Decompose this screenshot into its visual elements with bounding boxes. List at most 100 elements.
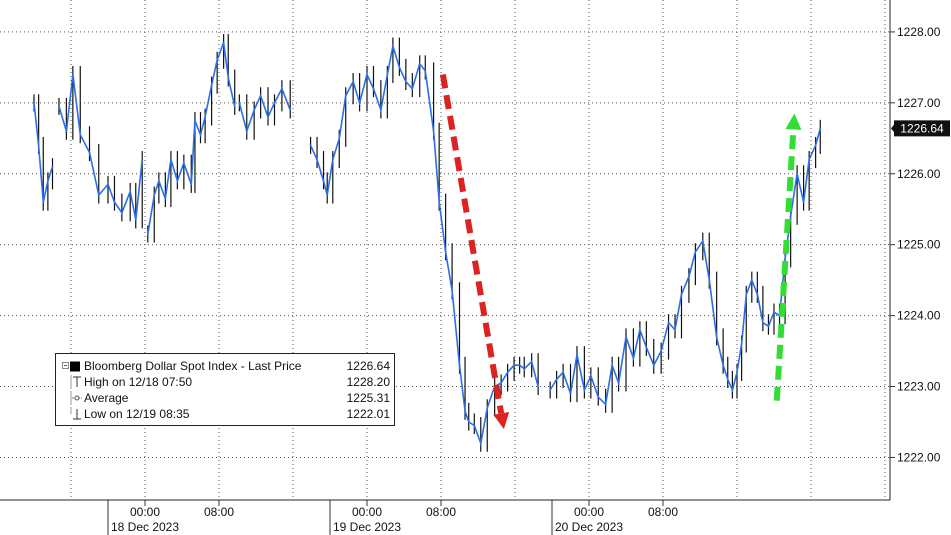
data-point xyxy=(740,343,743,345)
data-point xyxy=(589,374,592,377)
data-point xyxy=(33,101,35,104)
data-point xyxy=(597,396,600,399)
data-point xyxy=(170,158,172,161)
data-point xyxy=(789,215,792,218)
data-point xyxy=(513,364,515,367)
data-point xyxy=(773,311,775,313)
trend-arrow-down-head xyxy=(493,412,510,430)
data-point xyxy=(238,101,241,104)
data-point xyxy=(464,410,466,413)
data-point xyxy=(451,289,453,292)
data-point xyxy=(316,158,318,161)
data-point xyxy=(726,378,729,381)
low-marker-icon xyxy=(62,407,84,421)
data-point xyxy=(322,179,325,182)
data-point xyxy=(79,133,82,136)
data-point xyxy=(645,346,648,349)
data-point xyxy=(281,87,283,90)
data-point xyxy=(424,70,427,72)
data-point xyxy=(745,293,748,296)
data-point xyxy=(722,364,725,367)
legend-label: High on 12/18 07:50 xyxy=(84,375,193,389)
data-point xyxy=(146,233,149,235)
data-point xyxy=(680,293,683,296)
x-tick-label: 00:00 xyxy=(574,505,604,519)
data-point xyxy=(222,41,225,44)
data-point xyxy=(652,364,655,367)
data-point xyxy=(372,87,375,90)
data-point xyxy=(444,250,447,253)
data-point xyxy=(245,130,248,133)
data-point xyxy=(802,201,805,204)
legend-label: Average xyxy=(84,391,129,405)
legend-value: 1228.20 xyxy=(346,375,390,389)
data-point xyxy=(736,371,738,374)
data-point xyxy=(549,389,552,391)
data-point xyxy=(458,364,461,367)
y-tick-label: 1227.00 xyxy=(897,96,941,110)
legend-expand-icon xyxy=(62,361,84,372)
y-axis: 1222.00 1223.00 1224.00 1225.00 1226.00 1227.… xyxy=(889,0,950,500)
data-point xyxy=(358,101,361,104)
data-point xyxy=(814,144,817,147)
data-point xyxy=(190,183,193,186)
data-point xyxy=(58,105,60,108)
data-point xyxy=(164,197,167,200)
data-point xyxy=(392,45,394,47)
series-line xyxy=(549,128,822,406)
data-point xyxy=(71,73,74,76)
y-tick-label: 1228.00 xyxy=(897,25,941,39)
series-line xyxy=(147,42,236,235)
data-point xyxy=(331,158,334,161)
data-point xyxy=(638,328,641,331)
y-tick-label: 1224.00 xyxy=(897,309,941,323)
data-point xyxy=(523,367,526,370)
legend-value: 1226.64 xyxy=(346,359,390,373)
data-point xyxy=(731,389,734,391)
data-point xyxy=(51,165,54,168)
data-point xyxy=(625,335,627,338)
series-line xyxy=(58,74,143,221)
legend-value: 1222.01 xyxy=(346,407,390,421)
price-series xyxy=(33,34,822,452)
data-point xyxy=(194,119,196,122)
data-point xyxy=(120,211,123,214)
y-tick-label: 1226.00 xyxy=(897,167,941,181)
series-line xyxy=(238,86,291,134)
data-point xyxy=(667,321,670,324)
data-point xyxy=(113,201,116,204)
data-point xyxy=(418,62,421,65)
data-point xyxy=(386,73,389,76)
data-point xyxy=(46,179,49,182)
data-point xyxy=(715,335,718,338)
data-point xyxy=(176,179,179,182)
data-point xyxy=(762,321,764,324)
data-point xyxy=(583,389,586,391)
data-point xyxy=(88,151,91,154)
last-price-tag xyxy=(894,120,950,137)
data-point xyxy=(366,73,368,76)
data-point xyxy=(227,77,230,79)
chart-legend: Bloomberg Dollar Spot Index - Last Price… xyxy=(55,353,395,426)
legend-label: Bloomberg Dollar Spot Index - Last Price xyxy=(84,359,302,373)
data-point xyxy=(569,392,572,395)
data-point xyxy=(467,421,470,423)
data-point xyxy=(537,385,540,388)
data-point xyxy=(344,94,347,97)
data-point xyxy=(562,371,564,374)
data-point xyxy=(694,250,697,253)
data-point xyxy=(233,105,236,108)
data-point xyxy=(199,133,202,136)
data-point xyxy=(129,190,132,193)
data-point xyxy=(438,201,441,204)
data-point xyxy=(701,240,704,243)
data-point xyxy=(204,116,207,118)
data-point xyxy=(352,80,355,83)
data-point xyxy=(473,424,476,427)
data-point xyxy=(398,66,401,69)
data-point xyxy=(379,109,382,111)
data-point xyxy=(153,194,156,196)
legend-label: Low on 12/19 08:35 xyxy=(84,407,190,421)
